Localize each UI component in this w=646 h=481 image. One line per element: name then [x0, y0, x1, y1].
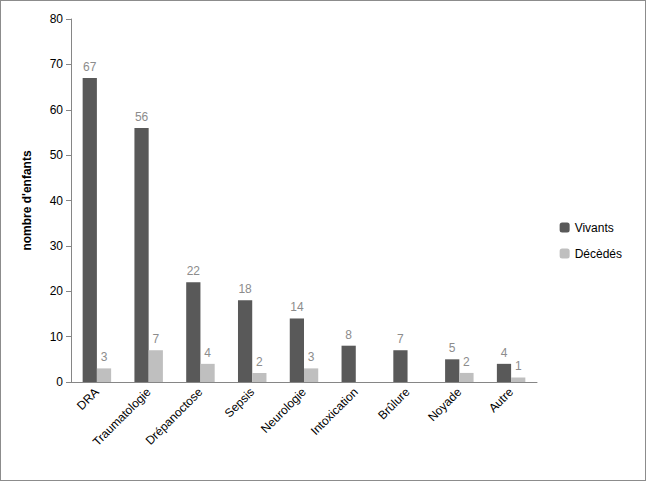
svg-text:nombre d'enfants: nombre d'enfants	[20, 150, 34, 251]
svg-text:7: 7	[397, 332, 404, 346]
svg-text:Traumatologie: Traumatologie	[89, 385, 154, 449]
svg-text:56: 56	[135, 110, 149, 124]
svg-text:67: 67	[83, 60, 97, 74]
svg-text:Sepsis: Sepsis	[222, 385, 257, 420]
svg-text:40: 40	[50, 194, 64, 208]
svg-text:2: 2	[256, 355, 263, 369]
svg-text:5: 5	[449, 341, 456, 355]
svg-text:Vivants: Vivants	[575, 221, 614, 235]
svg-text:0: 0	[56, 375, 63, 389]
svg-text:1: 1	[515, 359, 522, 373]
svg-text:70: 70	[50, 57, 64, 71]
svg-text:18: 18	[238, 282, 252, 296]
svg-text:3: 3	[101, 350, 108, 364]
svg-text:30: 30	[50, 239, 64, 253]
svg-text:DRA: DRA	[74, 385, 102, 413]
svg-text:4: 4	[501, 346, 508, 360]
svg-text:Neurologie: Neurologie	[258, 385, 309, 436]
svg-text:Drépanoctose: Drépanoctose	[143, 385, 206, 448]
svg-text:Noyade: Noyade	[425, 385, 464, 424]
svg-text:4: 4	[204, 346, 211, 360]
svg-text:60: 60	[50, 103, 64, 117]
svg-text:50: 50	[50, 148, 64, 162]
svg-text:10: 10	[50, 330, 64, 344]
svg-text:14: 14	[290, 300, 304, 314]
svg-text:Autre: Autre	[486, 385, 516, 415]
svg-text:7: 7	[152, 332, 159, 346]
svg-text:22: 22	[187, 264, 201, 278]
svg-text:20: 20	[50, 284, 64, 298]
svg-text:80: 80	[50, 12, 64, 26]
svg-text:Intoxication: Intoxication	[308, 385, 361, 438]
svg-text:8: 8	[345, 328, 352, 342]
svg-text:3: 3	[308, 350, 315, 364]
svg-text:Décèdés: Décèdés	[575, 247, 622, 261]
svg-text:2: 2	[463, 355, 470, 369]
svg-text:Brûlure: Brûlure	[375, 385, 412, 422]
